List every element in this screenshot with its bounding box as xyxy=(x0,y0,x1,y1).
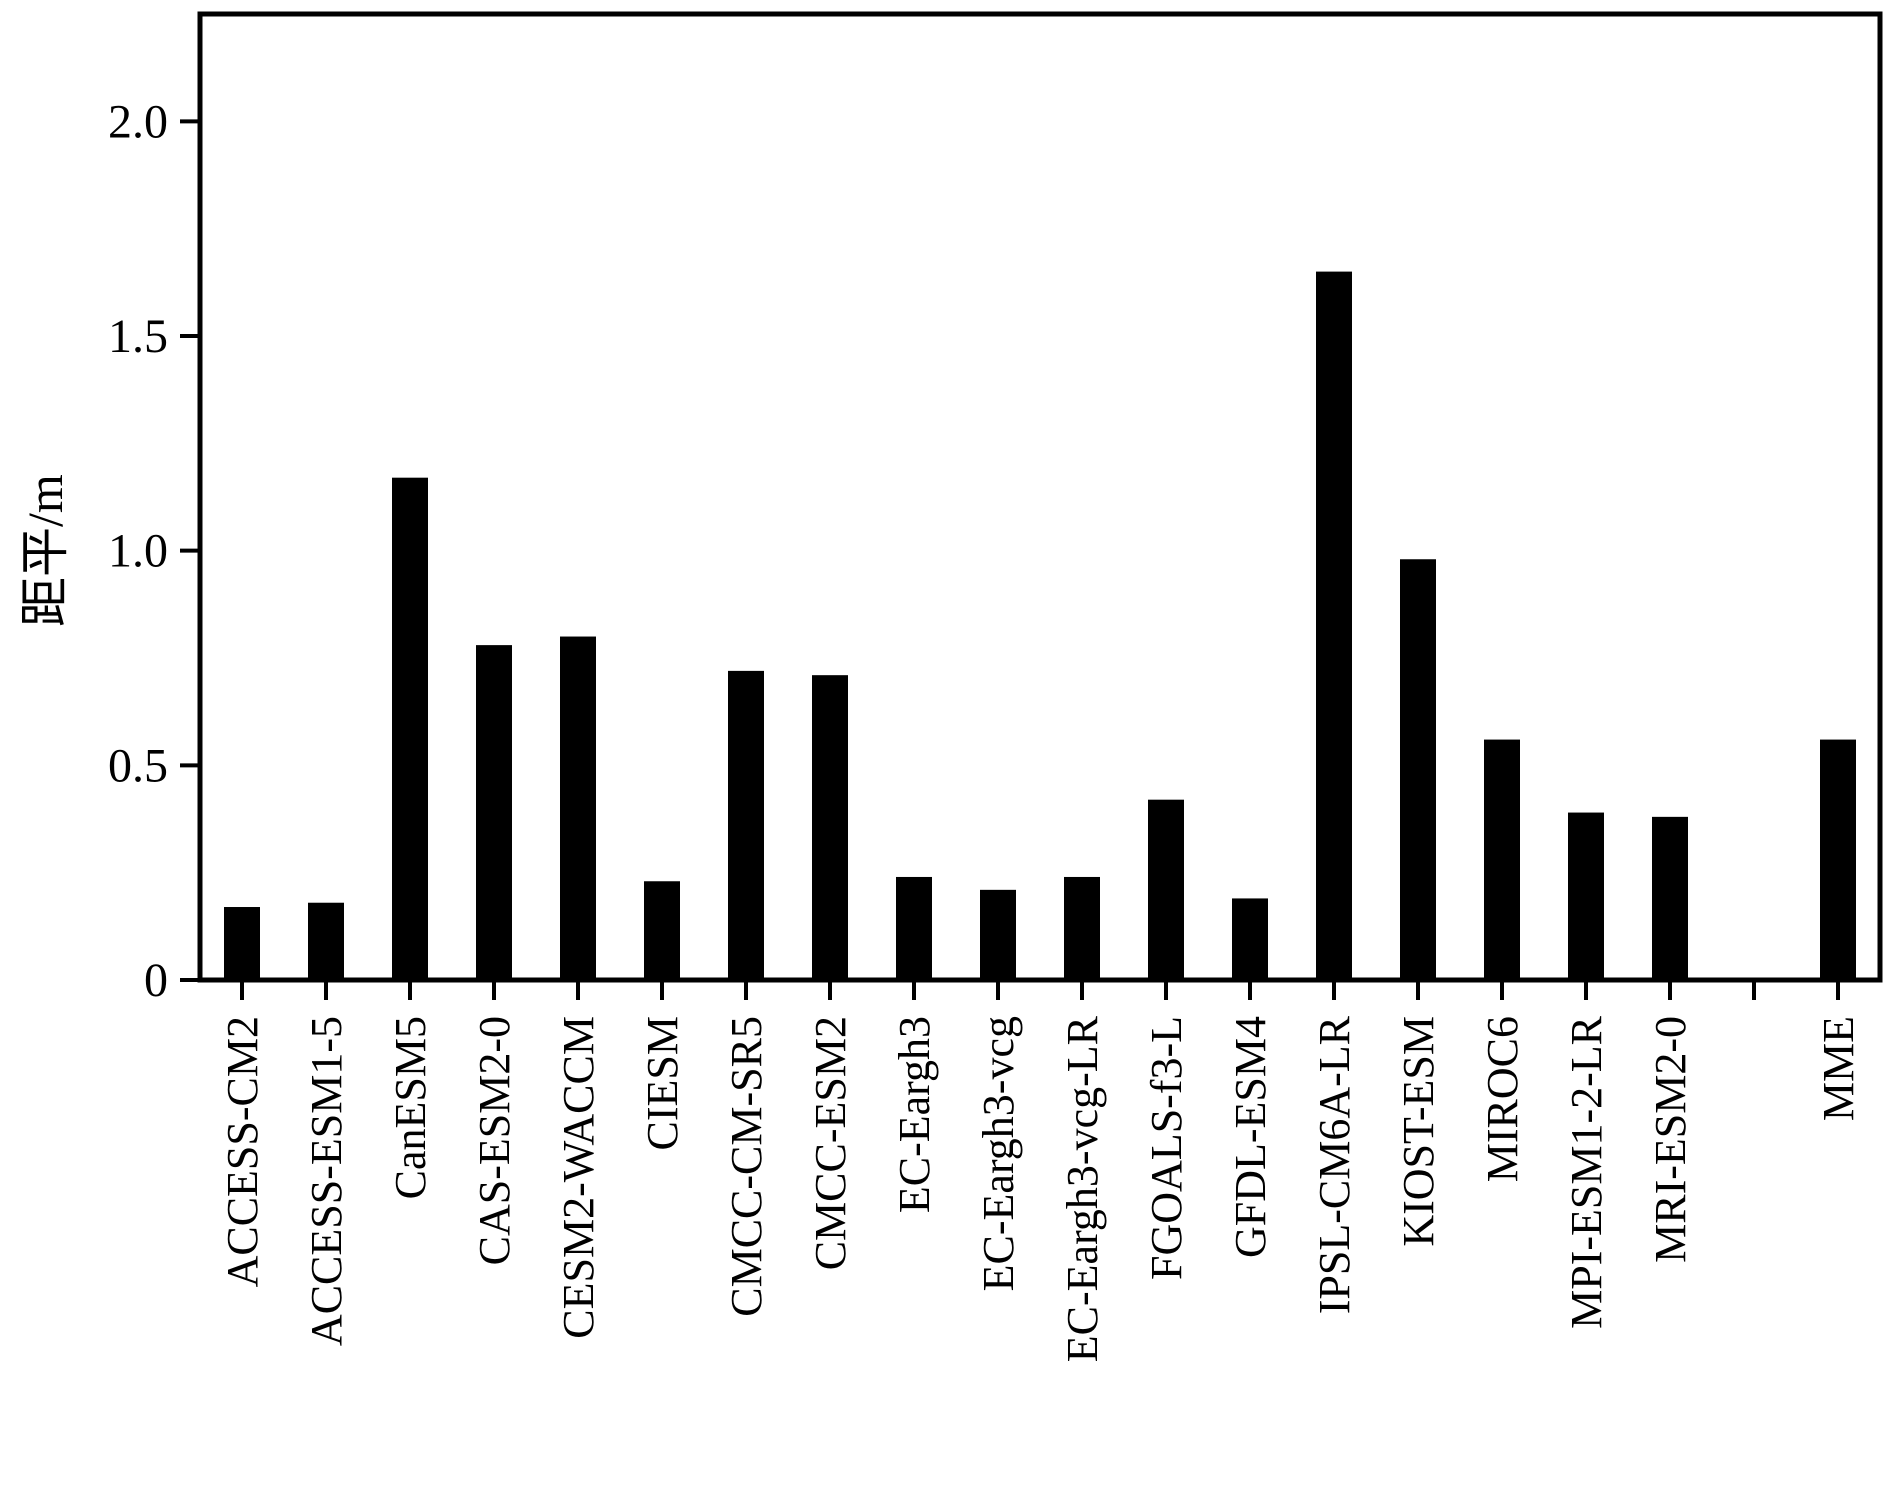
x-tick-label: FGOALS-f3-L xyxy=(1142,1016,1191,1280)
x-tick-label: ACCESS-ESM1-5 xyxy=(302,1016,351,1346)
y-tick-label: 0 xyxy=(144,954,168,1007)
bar xyxy=(980,889,1016,980)
x-tick-label: CIESM xyxy=(638,1016,687,1150)
y-ticks-group: 0 0.5 1.0 1.5 2.0 xyxy=(108,95,200,1007)
bar xyxy=(1652,816,1688,980)
x-tick-label: CESM2-WACCM xyxy=(554,1016,603,1339)
category-labels-group: ACCESS-CM2 ACCESS-ESM1-5 CanESM5 CAS-ESM2-0… xyxy=(218,1015,1863,1362)
x-ticks-group xyxy=(240,980,1840,1000)
bar xyxy=(1232,898,1268,980)
x-tick-label: CMCC-CM-SR5 xyxy=(722,1016,771,1317)
bar xyxy=(476,645,512,980)
bar xyxy=(392,477,428,980)
bar xyxy=(812,675,848,980)
x-tick-label: ACCESS-CM2 xyxy=(218,1016,267,1287)
bar xyxy=(308,902,344,980)
x-tick-label: IPSL-CM6A-LR xyxy=(1310,1015,1359,1314)
bar xyxy=(644,881,680,980)
bar xyxy=(728,670,764,980)
x-tick-label: EC-Eargh3-vcg-LR xyxy=(1058,1015,1107,1362)
plot-frame xyxy=(197,11,1883,983)
x-tick-label: GFDL-ESM4 xyxy=(1226,1016,1275,1258)
bar xyxy=(1316,271,1352,981)
bar xyxy=(224,907,260,980)
bar xyxy=(1568,812,1604,980)
x-tick-label: CanESM5 xyxy=(386,1016,435,1199)
y-tick-label: 1.0 xyxy=(108,525,168,578)
x-tick-label: KIOST-ESM xyxy=(1394,1016,1443,1247)
x-tick-label: MME xyxy=(1814,1016,1863,1121)
bar xyxy=(1820,739,1856,980)
x-tick-label: MIROC6 xyxy=(1478,1016,1527,1182)
x-tick-label: EC-Eargh3 xyxy=(890,1016,939,1213)
bar xyxy=(1148,799,1184,980)
y-axis-label: 距平/m xyxy=(17,474,73,627)
y-tick-label: 1.5 xyxy=(108,310,168,363)
x-tick-label: MRI-ESM2-0 xyxy=(1646,1016,1695,1263)
x-tick-label: EC-Eargh3-vcg xyxy=(974,1016,1023,1291)
bar xyxy=(896,876,932,980)
y-tick-label: 0.5 xyxy=(108,739,168,792)
bar xyxy=(1400,559,1436,980)
bar xyxy=(1064,876,1100,980)
bars-group xyxy=(224,271,1856,981)
bar xyxy=(1484,739,1520,980)
x-tick-label: CMCC-ESM2 xyxy=(806,1016,855,1270)
x-tick-label: CAS-ESM2-0 xyxy=(470,1016,519,1265)
x-tick-label: MPI-ESM1-2-LR xyxy=(1562,1015,1611,1329)
y-tick-label: 2.0 xyxy=(108,95,168,148)
bar xyxy=(560,636,596,980)
